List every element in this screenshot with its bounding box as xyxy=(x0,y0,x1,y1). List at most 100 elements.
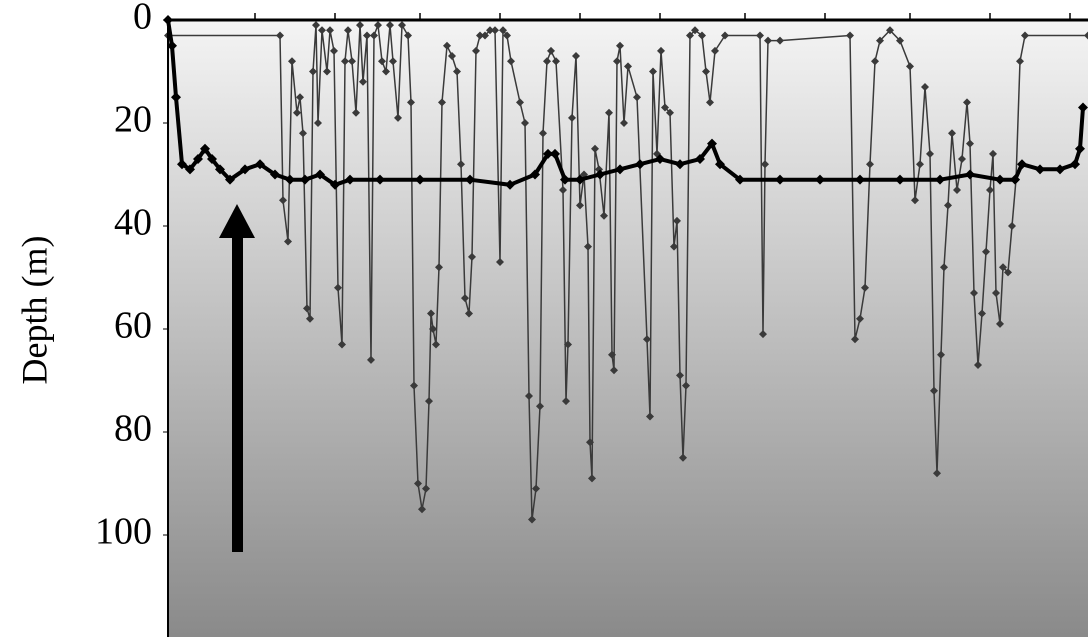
marker xyxy=(921,82,929,91)
marker xyxy=(303,304,311,313)
marker xyxy=(999,263,1007,272)
marker xyxy=(995,174,1005,185)
marker xyxy=(815,174,825,185)
marker xyxy=(536,402,544,411)
marker xyxy=(486,26,494,35)
marker xyxy=(398,21,406,30)
marker xyxy=(564,340,572,349)
marker xyxy=(352,108,360,117)
marker xyxy=(1021,31,1029,40)
marker xyxy=(1010,174,1020,185)
marker xyxy=(418,505,426,514)
marker xyxy=(404,31,412,40)
marker xyxy=(906,62,914,71)
marker xyxy=(465,309,473,318)
marker xyxy=(435,263,443,272)
marker xyxy=(576,201,584,210)
marker xyxy=(422,484,430,493)
marker xyxy=(911,196,919,205)
marker xyxy=(646,412,654,421)
marker xyxy=(177,159,187,170)
marker xyxy=(764,36,772,45)
marker xyxy=(472,46,480,55)
marker xyxy=(414,479,422,488)
marker xyxy=(389,57,397,66)
marker xyxy=(992,288,1000,297)
marker xyxy=(341,57,349,66)
marker xyxy=(707,138,717,149)
marker xyxy=(370,31,378,40)
marker xyxy=(457,160,465,169)
marker xyxy=(615,164,625,175)
marker xyxy=(326,26,334,35)
marker xyxy=(363,31,371,40)
marker xyxy=(846,31,854,40)
marker xyxy=(293,108,301,117)
marker xyxy=(348,57,356,66)
marker xyxy=(963,98,971,107)
marker xyxy=(855,174,865,185)
marker xyxy=(386,21,394,30)
marker xyxy=(415,174,425,185)
marker xyxy=(886,26,894,35)
marker xyxy=(620,119,628,127)
marker xyxy=(982,247,990,256)
marker xyxy=(562,397,570,406)
marker xyxy=(525,391,533,400)
marker xyxy=(496,258,504,267)
marker xyxy=(698,31,706,40)
y-tick-label: 20 xyxy=(114,99,152,141)
marker xyxy=(930,386,938,395)
marker xyxy=(1035,164,1045,175)
marker xyxy=(288,57,296,66)
marker xyxy=(861,283,869,292)
marker xyxy=(691,26,699,35)
marker xyxy=(255,159,265,170)
marker xyxy=(666,108,674,117)
marker xyxy=(171,92,181,103)
marker xyxy=(776,36,784,45)
marker xyxy=(624,62,632,71)
marker xyxy=(635,159,645,170)
marker xyxy=(655,154,665,165)
plot-area xyxy=(168,20,1088,637)
marker xyxy=(481,31,489,40)
marker xyxy=(367,355,375,364)
marker xyxy=(721,31,729,40)
marker xyxy=(476,31,484,40)
marker xyxy=(970,288,978,297)
marker xyxy=(986,185,994,194)
marker xyxy=(940,263,948,272)
marker xyxy=(530,169,540,180)
marker xyxy=(465,174,475,185)
marker xyxy=(374,21,382,30)
marker xyxy=(856,314,864,323)
marker xyxy=(299,129,307,138)
marker xyxy=(588,474,596,483)
marker xyxy=(575,174,585,185)
marker xyxy=(1075,143,1085,154)
marker xyxy=(682,381,690,390)
marker xyxy=(661,103,669,112)
marker xyxy=(507,57,515,66)
marker xyxy=(425,397,433,406)
marker xyxy=(225,174,235,185)
y-tick-label: 60 xyxy=(114,305,152,347)
marker xyxy=(461,294,469,303)
marker xyxy=(167,40,177,51)
marker xyxy=(686,31,694,40)
marker xyxy=(276,31,284,40)
marker xyxy=(432,340,440,349)
marker xyxy=(185,164,195,175)
marker xyxy=(572,52,580,61)
marker xyxy=(989,149,997,158)
marker xyxy=(1017,159,1027,170)
marker xyxy=(633,93,641,102)
marker xyxy=(550,148,560,159)
marker xyxy=(539,129,547,138)
marker xyxy=(306,314,314,323)
marker xyxy=(926,149,934,158)
marker xyxy=(532,484,540,493)
marker xyxy=(315,169,325,180)
